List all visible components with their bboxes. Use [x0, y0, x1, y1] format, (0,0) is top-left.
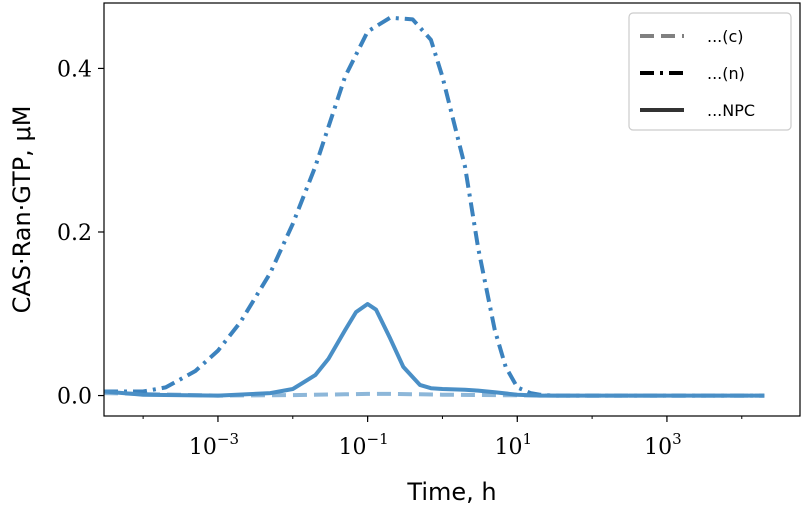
x-tick-label: 10−3 [189, 430, 239, 460]
x-tick-base: 10 [644, 435, 672, 460]
x-tick-label: 101 [495, 430, 533, 460]
x-tick-exponent: 3 [672, 430, 682, 448]
series-line-1 [103, 391, 765, 398]
y-tick-label: 0.0 [57, 385, 92, 410]
y-tick-label: 0.2 [57, 221, 92, 246]
x-tick-label: 10−1 [339, 430, 389, 460]
axis-ticks: 0.00.20.410−3 10−1 101 103 [57, 57, 743, 460]
x-tick-exponent: 1 [523, 430, 533, 448]
x-tick-exponent: −1 [367, 430, 389, 448]
x-tick-base: 10 [495, 435, 523, 460]
x-axis-label: Time, h [406, 478, 496, 506]
series-line-3 [103, 302, 765, 398]
x-tick-label: 103 [644, 430, 682, 460]
y-tick-label: 0.4 [57, 57, 92, 82]
series-layer [103, 15, 765, 398]
legend-entry: ...(c) [707, 27, 744, 46]
legend-entry: ...(n) [707, 64, 745, 83]
plot-frame [103, 2, 801, 417]
x-tick-base: 10 [189, 435, 217, 460]
legend: ...(c) ...(n) ...NPC [628, 12, 792, 131]
x-tick-exponent: −3 [217, 430, 239, 448]
legend-entry: ...NPC [707, 101, 755, 120]
legend-box [628, 12, 792, 131]
x-tick-base: 10 [339, 435, 367, 460]
y-axis-label: CAS·Ran·GTP, μM [8, 106, 36, 314]
